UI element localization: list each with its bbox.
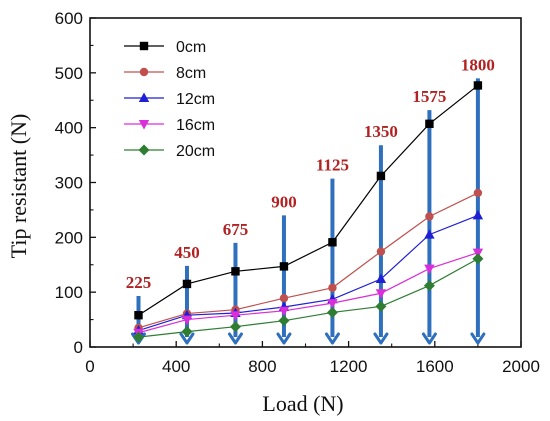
y-axis-title: Tip resistant (N) <box>6 114 31 259</box>
load-label: 1125 <box>316 156 349 175</box>
data-point <box>473 81 483 90</box>
x-axis-title: Load (N) <box>262 391 343 416</box>
load-label: 450 <box>174 243 200 262</box>
legend-label: 0cm <box>176 39 206 56</box>
data-point <box>181 326 193 338</box>
load-arrow-head <box>276 332 292 345</box>
load-label: 675 <box>223 220 249 239</box>
y-tick-label: 100 <box>55 283 83 302</box>
load-arrow-head <box>470 332 486 345</box>
data-point <box>425 119 434 129</box>
series-0cm <box>134 81 483 320</box>
y-tick-label: 200 <box>55 228 83 247</box>
x-tick-label: 0 <box>85 357 94 376</box>
load-label: 1800 <box>461 55 495 74</box>
legend-marker <box>138 92 150 102</box>
legend-label: 20cm <box>176 143 215 160</box>
data-point <box>424 229 435 239</box>
series-20cm <box>132 253 484 343</box>
data-point <box>376 171 386 181</box>
data-point <box>424 264 435 275</box>
data-point <box>229 321 241 333</box>
y-tick-label: 300 <box>55 174 83 193</box>
x-tick-label: 800 <box>248 357 276 376</box>
load-label: 1350 <box>364 122 398 141</box>
load-arrow-head <box>373 332 389 345</box>
load-label: 900 <box>271 192 297 211</box>
load-arrow-head <box>421 332 437 345</box>
legend-marker <box>139 41 149 51</box>
data-point <box>375 273 387 284</box>
data-point <box>326 306 338 318</box>
data-point <box>473 188 483 198</box>
load-arrow-head <box>324 332 340 345</box>
axes: 0 400 800 1200 1600 2000 0 100 200 300 400 500 600 <box>55 9 540 376</box>
data-point <box>376 247 386 256</box>
legend: 0cm 8cm 12cm 16cm 20cm <box>124 39 215 160</box>
series-line <box>138 214 479 332</box>
data-point <box>134 310 143 320</box>
data-point <box>279 293 289 303</box>
data-point <box>423 280 435 292</box>
data-point <box>132 331 144 343</box>
y-tick-label: 0 <box>74 338 83 357</box>
data-point <box>279 262 289 271</box>
data-point <box>375 300 387 312</box>
plot-frame <box>89 17 522 348</box>
series-lines <box>132 81 484 343</box>
legend-marker <box>138 120 150 130</box>
data-point <box>278 306 290 317</box>
data-point <box>181 315 193 326</box>
data-point <box>472 253 484 265</box>
data-point <box>328 238 337 247</box>
x-tick-label: 400 <box>162 357 190 376</box>
load-label: 1575 <box>412 87 446 106</box>
legend-label: 12cm <box>176 91 215 108</box>
legend-label: 16cm <box>176 117 215 134</box>
series-line <box>138 258 479 338</box>
data-point <box>230 311 241 321</box>
y-tick-label: 400 <box>55 119 83 138</box>
load-label: 225 <box>126 273 152 292</box>
y-tick-label: 600 <box>55 9 83 28</box>
data-point <box>231 267 240 276</box>
load-arrow-head <box>227 332 243 345</box>
data-point <box>375 289 387 299</box>
series-line <box>138 84 479 316</box>
x-tick-label: 2000 <box>502 357 540 376</box>
x-tick-label: 1600 <box>416 357 454 376</box>
series-8cm <box>134 188 483 333</box>
series-line <box>138 192 479 329</box>
data-point <box>425 212 434 221</box>
data-point <box>328 283 337 292</box>
data-point <box>278 315 290 327</box>
legend-marker <box>139 67 149 77</box>
y-tick-label: 500 <box>55 64 83 83</box>
load-arrow-head <box>179 332 195 345</box>
data-point <box>182 279 192 289</box>
series-line <box>138 252 479 334</box>
legend-label: 8cm <box>176 65 206 82</box>
x-tick-label: 1200 <box>330 357 368 376</box>
data-point <box>327 299 338 309</box>
data-point <box>472 209 484 220</box>
legend-marker <box>138 144 150 156</box>
